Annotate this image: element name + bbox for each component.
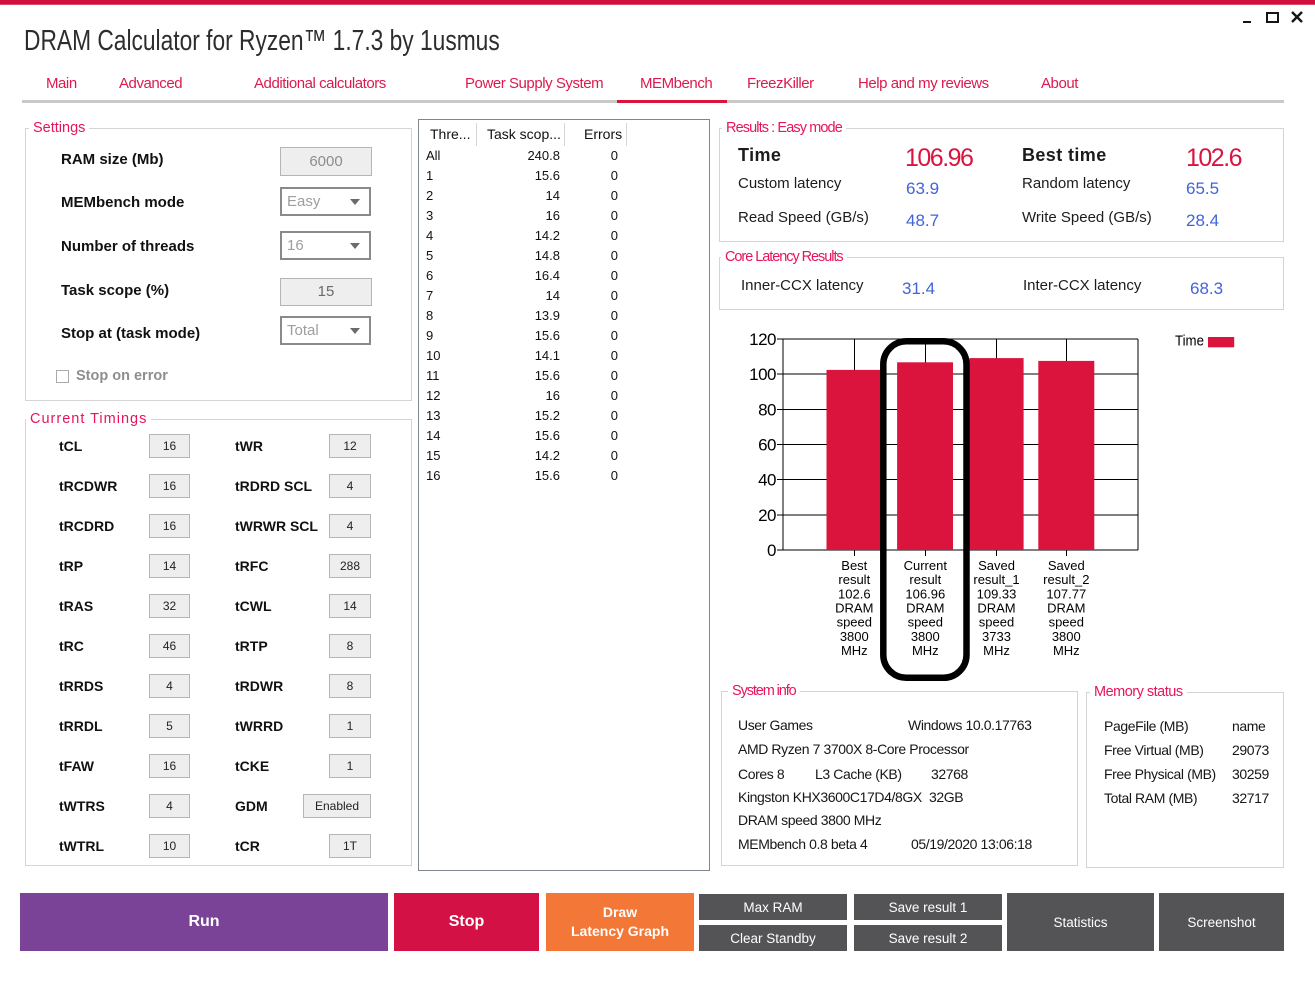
svg-text:speed: speed xyxy=(908,615,943,630)
svg-text:speed: speed xyxy=(837,615,872,630)
svg-text:120: 120 xyxy=(749,330,776,349)
svg-text:106.96: 106.96 xyxy=(905,586,945,601)
svg-text:speed: speed xyxy=(1049,615,1084,630)
svg-text:3800: 3800 xyxy=(911,629,940,644)
svg-text:40: 40 xyxy=(758,471,776,490)
svg-text:result_1: result_1 xyxy=(973,572,1019,587)
svg-text:MHz: MHz xyxy=(912,643,939,658)
svg-text:3800: 3800 xyxy=(840,629,869,644)
svg-text:100: 100 xyxy=(749,365,776,384)
svg-text:result: result xyxy=(838,572,870,587)
svg-text:MHz: MHz xyxy=(983,643,1010,658)
svg-text:DRAM: DRAM xyxy=(977,600,1015,615)
svg-text:60: 60 xyxy=(758,436,776,455)
svg-text:DRAM: DRAM xyxy=(835,600,873,615)
svg-text:result: result xyxy=(909,572,941,587)
svg-text:MHz: MHz xyxy=(841,643,868,658)
svg-text:107.77: 107.77 xyxy=(1046,586,1086,601)
svg-text:Current: Current xyxy=(904,558,948,573)
svg-text:speed: speed xyxy=(979,615,1014,630)
svg-text:MHz: MHz xyxy=(1053,643,1080,658)
svg-text:0: 0 xyxy=(767,541,776,560)
svg-text:Best: Best xyxy=(841,558,867,573)
svg-text:DRAM: DRAM xyxy=(906,600,944,615)
svg-text:Saved: Saved xyxy=(978,558,1015,573)
svg-text:3800: 3800 xyxy=(1052,629,1081,644)
svg-text:109.33: 109.33 xyxy=(977,586,1017,601)
svg-text:20: 20 xyxy=(758,506,776,525)
svg-text:DRAM: DRAM xyxy=(1047,600,1085,615)
svg-text:Time: Time xyxy=(1175,334,1204,350)
svg-text:3733: 3733 xyxy=(982,629,1011,644)
svg-text:result_2: result_2 xyxy=(1043,572,1089,587)
svg-text:Saved: Saved xyxy=(1048,558,1085,573)
svg-text:102.6: 102.6 xyxy=(838,586,871,601)
svg-text:80: 80 xyxy=(758,400,776,419)
